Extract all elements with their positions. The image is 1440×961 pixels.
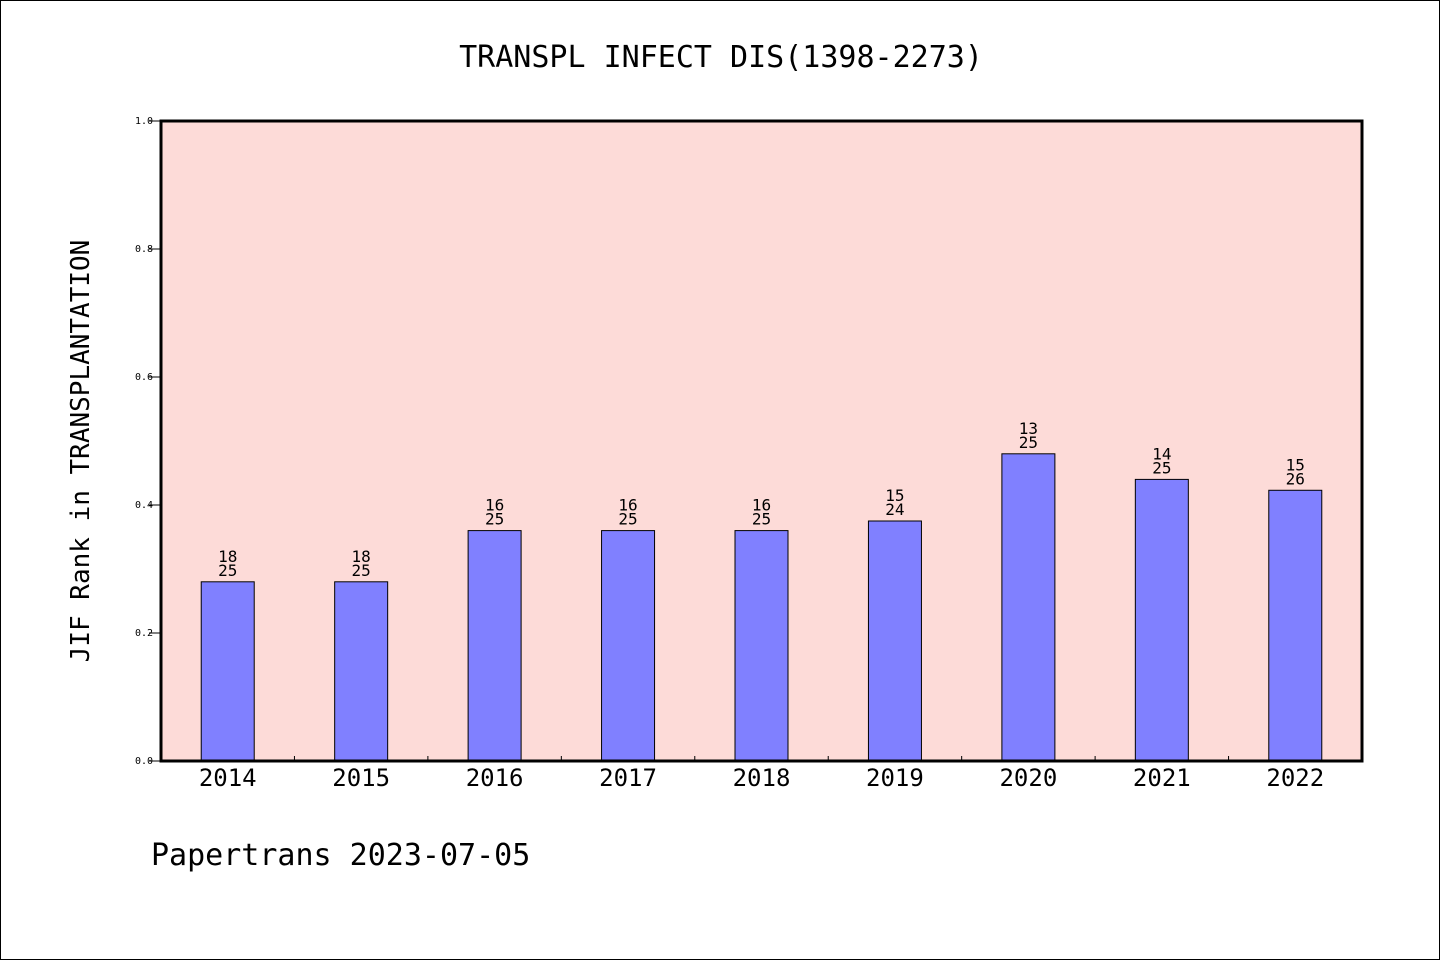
y-tick-label: 0.6 — [135, 372, 153, 383]
bar-total-label-2016: 25 — [485, 510, 504, 529]
bar-total-label-2018: 25 — [752, 510, 771, 529]
bar-rank-label-2014: 18 — [218, 547, 237, 566]
x-tick-label-2015: 2015 — [332, 764, 390, 792]
bar-2017 — [601, 530, 656, 762]
x-tick-label-2021: 2021 — [1133, 764, 1191, 792]
bar-total-label-2020: 25 — [1019, 433, 1038, 452]
bar-2019 — [867, 520, 922, 762]
bar-2020 — [1001, 453, 1056, 762]
x-tick-label-2018: 2018 — [733, 764, 791, 792]
y-axis-label: JIF Rank in TRANSPLANTATION — [66, 240, 96, 663]
x-axis: 2014 2015 2016 2017 2018 2019 2020 2021 2022 — [199, 756, 1324, 792]
bar-2016 — [467, 530, 522, 762]
bar-rank-label-2018: 16 — [752, 496, 771, 515]
bar-rank-label-2022: 15 — [1286, 455, 1305, 474]
bar-total-label-2022: 26 — [1286, 469, 1305, 488]
chart-title: TRANSPL INFECT DIS(1398-2273) — [459, 40, 983, 75]
x-tick-label-2020: 2020 — [999, 764, 1057, 792]
bar-rank-label-2015: 18 — [352, 547, 371, 566]
bar-2015 — [334, 581, 389, 762]
x-tick-label-2016: 2016 — [466, 764, 524, 792]
y-tick-label: 1.0 — [135, 116, 153, 127]
bar-2014 — [200, 581, 255, 762]
bar-total-label-2017: 25 — [618, 510, 637, 529]
footer-text: Papertrans 2023-07-05 — [151, 838, 530, 873]
x-tick-label-2017: 2017 — [599, 764, 657, 792]
bar-total-label-2014: 25 — [218, 561, 237, 580]
x-tick-label-2022: 2022 — [1266, 764, 1324, 792]
plot-border — [159, 119, 1364, 763]
bars-group — [200, 453, 1323, 762]
y-tick-label: 0.0 — [135, 756, 153, 767]
bar-total-label-2015: 25 — [352, 561, 371, 580]
bar-total-label-2019: 24 — [885, 500, 904, 519]
x-tick-label-2019: 2019 — [866, 764, 924, 792]
bar-rank-label-2021: 14 — [1152, 444, 1171, 463]
bar-2021 — [1134, 478, 1189, 762]
bar-rank-label-2016: 16 — [485, 496, 504, 515]
bar-2022 — [1268, 489, 1323, 762]
y-tick-label: 0.8 — [135, 244, 153, 255]
x-tick-label-2014: 2014 — [199, 764, 257, 792]
y-axis: 0.0 0.2 0.4 0.6 0.8 1.0 — [135, 116, 161, 767]
bar-rank-label-2017: 16 — [618, 496, 637, 515]
y-tick-label: 0.4 — [135, 500, 153, 511]
bar-rank-label-2019: 15 — [885, 486, 904, 505]
bar-rank-label-2020: 13 — [1019, 419, 1038, 438]
bar-2018 — [734, 530, 789, 762]
bar-total-label-2021: 25 — [1152, 458, 1171, 477]
y-tick-label: 0.2 — [135, 628, 153, 639]
